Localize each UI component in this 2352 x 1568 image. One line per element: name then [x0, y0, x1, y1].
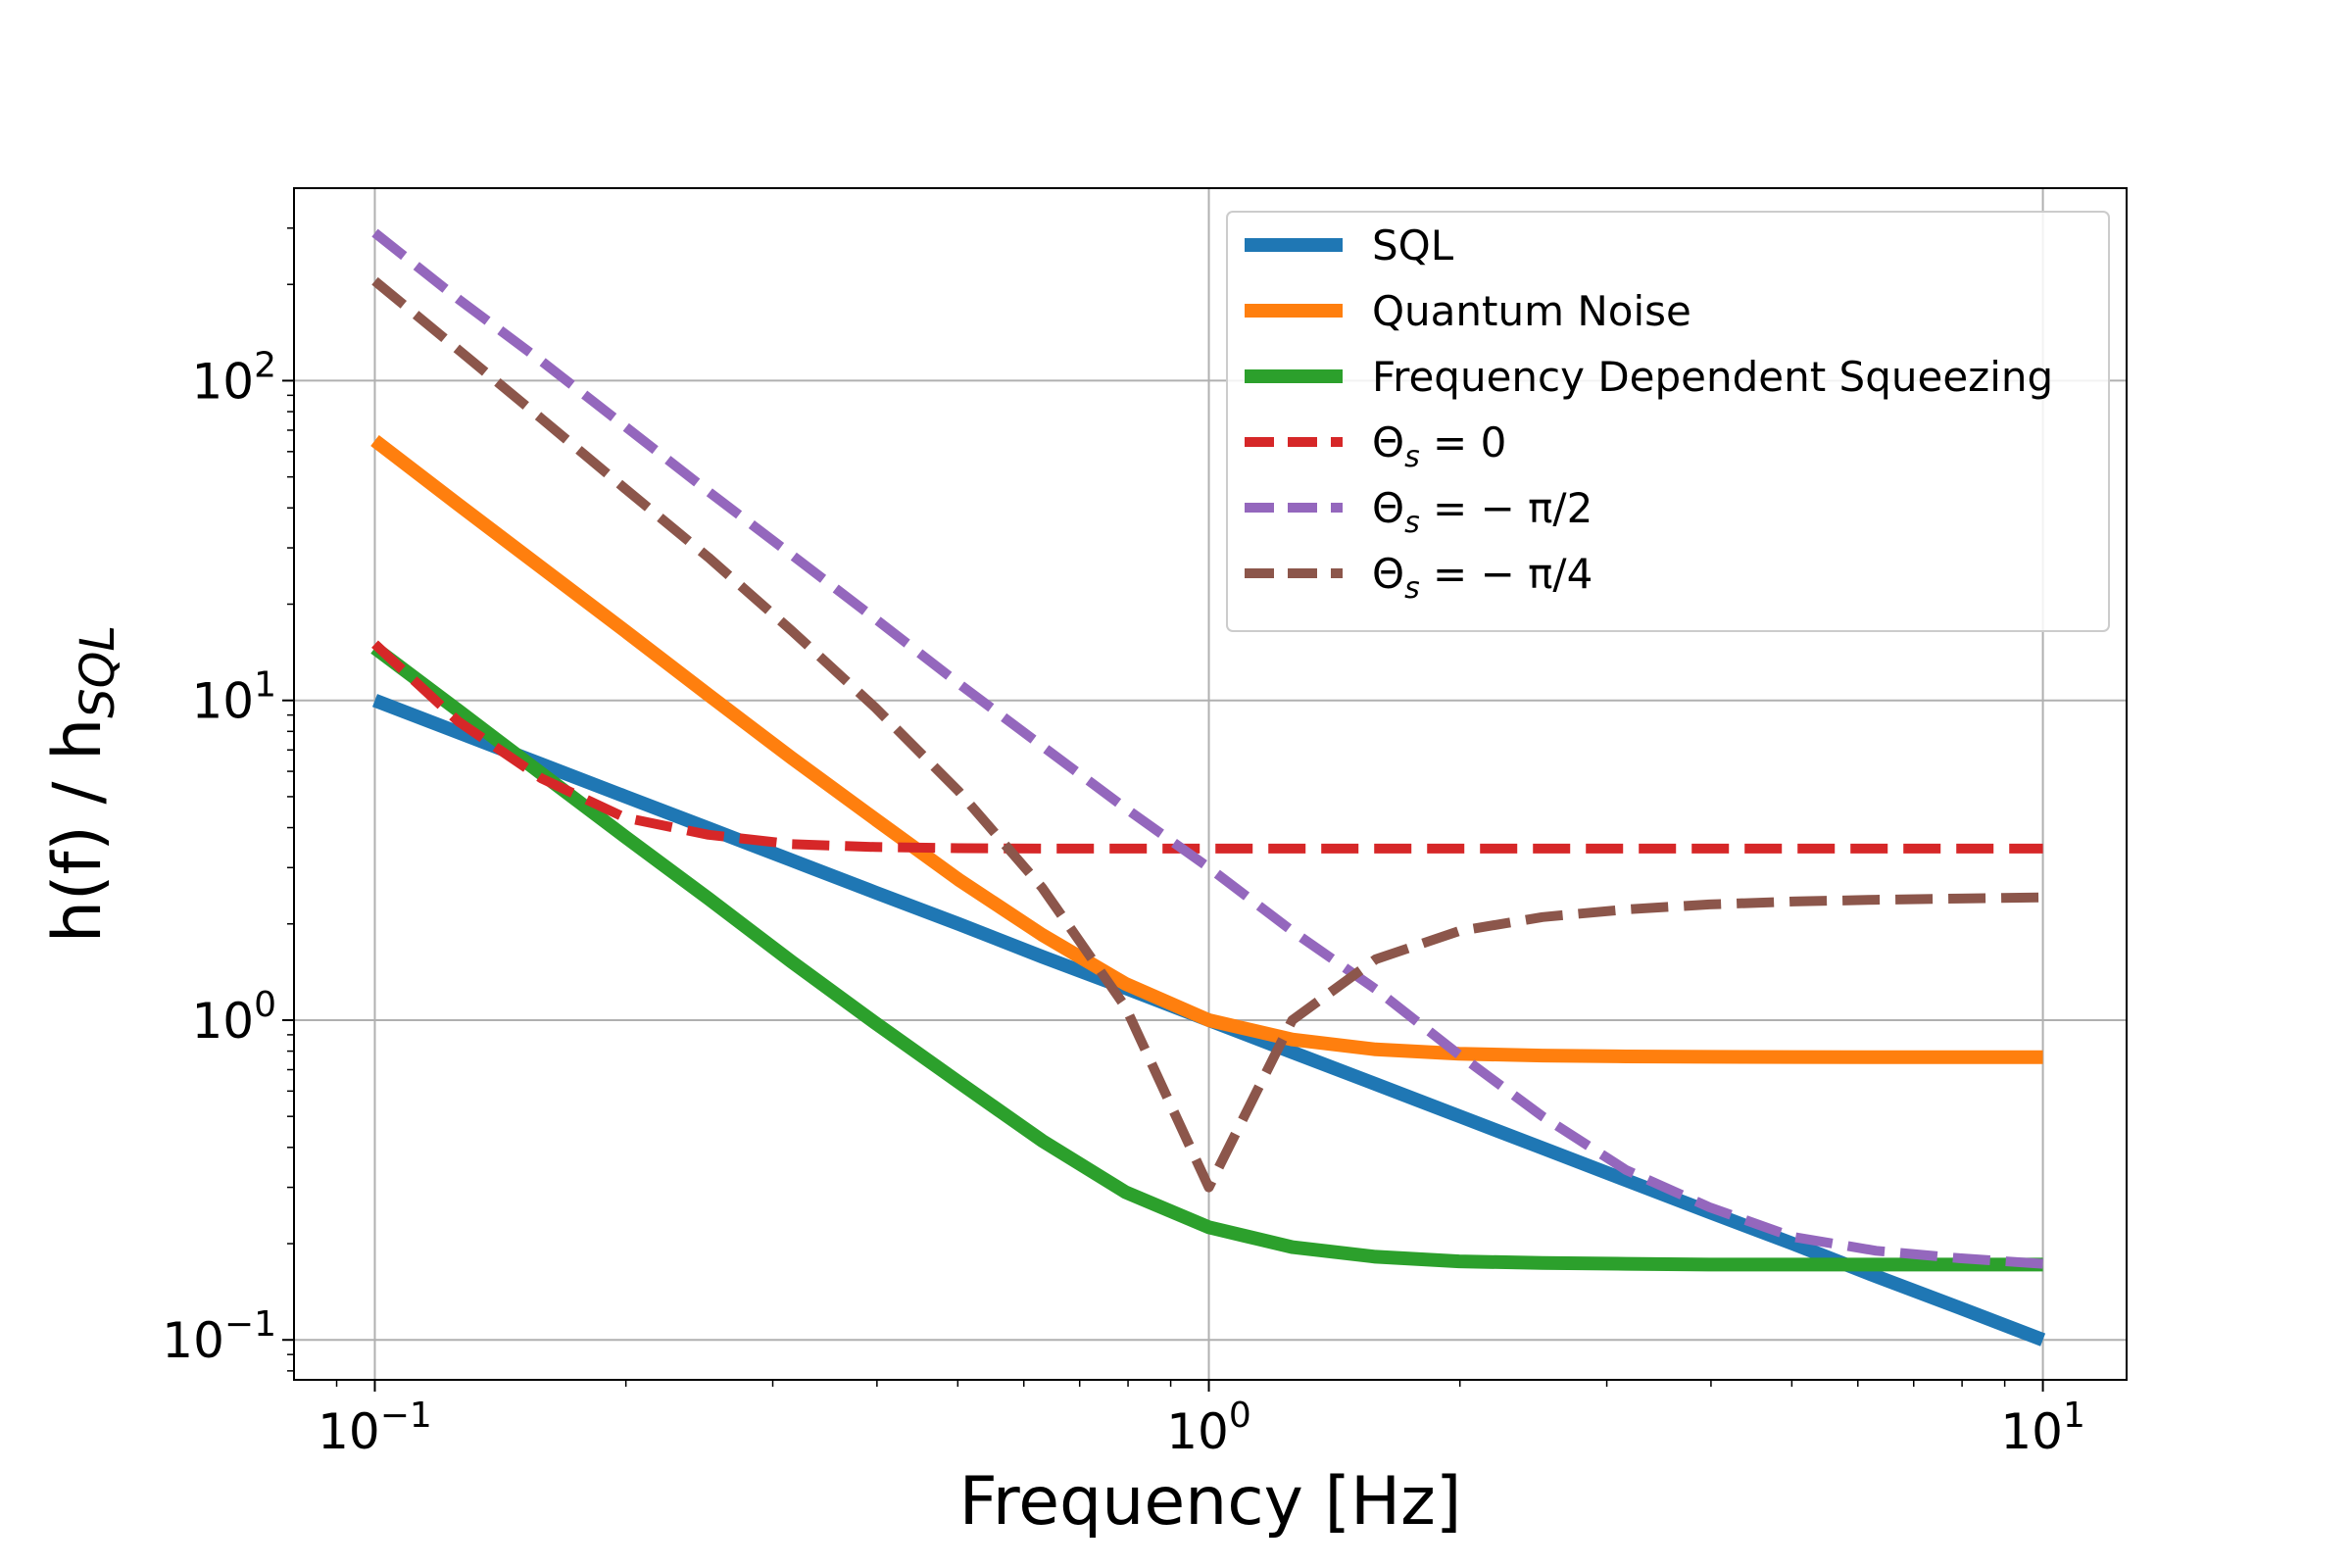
plot-frame	[293, 187, 2128, 1381]
x-tick-label: 10−1	[318, 1396, 432, 1460]
legend-label: Θs = − π/4	[1372, 550, 1592, 606]
legend-label: Θs = 0	[1372, 418, 1506, 474]
y-tick-label: 102	[191, 345, 276, 410]
y-axis-label: h(f) / hSQL	[39, 625, 125, 943]
series-line-2	[370, 642, 2043, 1272]
legend-label: Θs = − π/2	[1372, 484, 1592, 540]
series-layer	[370, 228, 2046, 1347]
y-tick-label: 101	[191, 665, 276, 730]
x-tick-label: 101	[2000, 1396, 2085, 1460]
y-tick-label: 100	[191, 985, 276, 1050]
series-line-3	[371, 640, 2043, 854]
series-line-4	[371, 228, 2043, 1269]
x-tick-label: 100	[1166, 1396, 1251, 1460]
y-tick-label: 10−1	[162, 1304, 276, 1369]
series-line-1	[370, 434, 2043, 1064]
legend-label: Frequency Dependent Squeezing	[1372, 353, 2053, 401]
ticks: 10−1 100 101 10−1 100 101 102	[162, 227, 2085, 1460]
legend-label: SQL	[1372, 221, 1454, 270]
x-axis-label: Frequency [Hz]	[959, 1463, 1462, 1541]
legend: SQL Quantum Noise Frequency Dependent Sque…	[1226, 211, 2110, 632]
legend-box	[1226, 211, 2110, 632]
legend-label: Quantum Noise	[1372, 287, 1691, 335]
series-line-5	[371, 276, 2043, 1193]
